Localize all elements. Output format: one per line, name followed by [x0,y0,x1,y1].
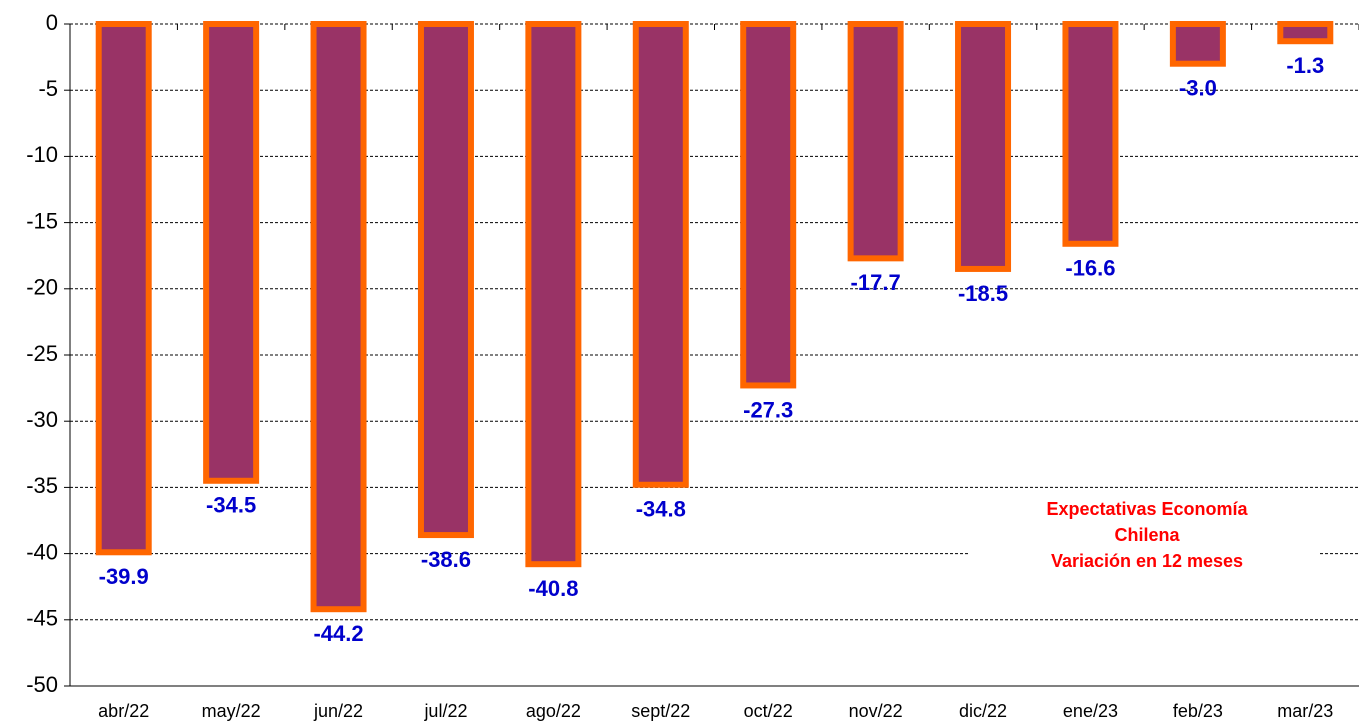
x-tick-label: ene/23 [1063,701,1118,721]
bar [95,21,152,556]
annotation: Chilena [1114,525,1180,545]
x-tick-label: feb/23 [1173,701,1223,721]
value-label: -34.8 [636,497,686,522]
value-label: -40.8 [528,576,578,601]
annotation-box [970,490,1320,582]
x-tick-label: jun/22 [313,701,363,721]
value-label: -17.7 [851,270,901,295]
y-tick-label: -20 [26,275,58,300]
value-label: -39.9 [99,564,149,589]
y-tick-label: -45 [26,606,58,631]
bar [955,21,1012,272]
x-tick-label: nov/22 [849,701,903,721]
x-tick-label: sept/22 [631,701,690,721]
value-label: -44.2 [313,621,363,646]
x-tick-label: oct/22 [744,701,793,721]
bar [1169,21,1226,67]
value-label: -16.6 [1065,256,1115,281]
x-tick-label: may/22 [202,701,261,721]
bar [1062,21,1119,247]
bar [525,21,582,568]
bar [310,21,367,613]
y-tick-label: -40 [26,539,58,564]
y-tick-label: 0 [46,10,58,35]
bar [847,21,904,262]
value-label: -38.6 [421,547,471,572]
y-tick-label: -30 [26,407,58,432]
x-tick-label: ago/22 [526,701,581,721]
annotation: Variación en 12 meses [1051,551,1243,571]
x-tick-label: dic/22 [959,701,1007,721]
y-tick-label: -5 [38,76,58,101]
bar [632,21,689,488]
value-label: -18.5 [958,281,1008,306]
bar [1277,21,1334,45]
value-label: -34.5 [206,493,256,518]
value-label: -27.3 [743,397,793,422]
y-tick-label: -35 [26,473,58,498]
y-tick-label: -25 [26,341,58,366]
y-tick-label: -15 [26,208,58,233]
bar [740,21,797,389]
bar [203,21,260,484]
value-label: -3.0 [1179,76,1217,101]
value-label: -1.3 [1286,53,1324,78]
y-tick-label: -10 [26,142,58,167]
y-tick-label: -50 [26,672,58,697]
annotation: Expectativas Economía [1046,499,1248,519]
x-tick-label: mar/23 [1277,701,1333,721]
x-tick-label: jul/22 [423,701,467,721]
x-tick-label: abr/22 [98,701,149,721]
bar [417,21,474,539]
